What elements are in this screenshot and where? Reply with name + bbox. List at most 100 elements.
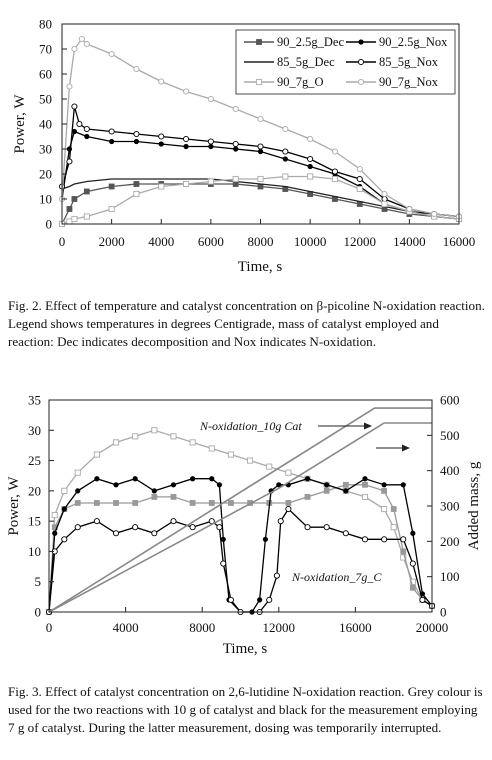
fig2-data-point xyxy=(78,35,85,43)
fig3-data-point xyxy=(220,536,226,542)
fig3-data-point xyxy=(273,572,280,579)
fig3-data-point xyxy=(409,560,416,567)
fig3-data-point xyxy=(390,506,397,512)
fig2-data-point xyxy=(381,190,388,198)
fig2-data-point xyxy=(183,180,190,188)
fig3-data-point xyxy=(132,433,139,440)
fig3-data-point xyxy=(400,548,407,555)
fig2-data-point xyxy=(76,120,83,128)
fig2-data-point xyxy=(183,143,189,150)
fig2-xtick-label: 6000 xyxy=(198,234,224,249)
fig3-data-point xyxy=(227,596,234,603)
fig2-ytick-label: 10 xyxy=(39,192,52,207)
fig3-ytick-label: 30 xyxy=(28,423,41,438)
fig2-data-point xyxy=(232,105,239,113)
fig2-data-point xyxy=(158,183,165,190)
fig3-y2tick-label: 0 xyxy=(440,605,447,620)
fig2-ytick-label: 80 xyxy=(39,17,52,32)
fig3-data-point xyxy=(94,476,100,482)
fig3-data-point xyxy=(323,487,330,494)
fig2-data-point xyxy=(158,141,164,147)
fig3-data-point xyxy=(112,530,120,537)
fig3-series-line xyxy=(48,407,432,613)
fig2-data-point xyxy=(71,45,78,53)
fig2-data-point xyxy=(331,175,338,183)
fig3-xtick-label: 0 xyxy=(46,620,53,635)
fig3-data-point xyxy=(132,524,139,531)
fig2-data-point xyxy=(356,165,363,173)
fig2-xlabel: Time, s xyxy=(238,259,283,275)
fig3-series-line xyxy=(48,477,433,613)
fig2-data-point xyxy=(133,181,140,187)
fig2-ytick-label: 50 xyxy=(39,92,52,107)
fig2-data-point xyxy=(282,173,289,180)
fig2-xtick-label: 12000 xyxy=(344,234,377,249)
fig3-arrow-head xyxy=(402,444,410,452)
fig2-data-point xyxy=(233,146,239,152)
fig3-ytick-label: 10 xyxy=(28,544,41,559)
fig3-data-point xyxy=(362,476,368,482)
fig3-data-point xyxy=(189,524,196,531)
fig2-xtick-label: 8000 xyxy=(248,234,274,249)
fig2-data-point xyxy=(282,156,288,162)
fig2-data-point xyxy=(108,183,115,190)
fig3-ytick-label: 20 xyxy=(28,483,41,498)
fig2-data-point xyxy=(133,130,140,138)
fig2-data-point xyxy=(257,143,264,150)
fig2-data-point xyxy=(66,206,73,212)
fig3-series-4 xyxy=(48,407,432,613)
fig3-y2tick-label: 400 xyxy=(440,463,460,478)
fig3-data-point xyxy=(51,512,58,519)
fig2-data-point xyxy=(83,188,90,195)
fig2-data-point xyxy=(83,213,90,220)
fig2-xtick-label: 10000 xyxy=(294,234,327,249)
fig2-data-point xyxy=(406,205,413,213)
fig3-data-point xyxy=(93,518,100,525)
fig2-xtick-label: 0 xyxy=(59,234,66,249)
fig2-data-point xyxy=(431,210,438,218)
fig3-data-point xyxy=(400,482,406,488)
fig2-legend-marker xyxy=(255,78,263,86)
fig3-series-line xyxy=(48,507,433,613)
fig3-xtick-label: 4000 xyxy=(113,620,139,635)
fig3-data-point xyxy=(61,487,68,494)
fig2-legend-label: 90_7g_Nox xyxy=(379,75,439,89)
fig3-data-point xyxy=(381,487,388,494)
fig2-xtick-label: 14000 xyxy=(393,234,426,249)
fig3-data-point xyxy=(285,505,292,513)
fig3-data-point xyxy=(151,488,157,494)
fig3-annotation-7g: N-oxidation_7g_C xyxy=(291,570,382,584)
fig3-data-point xyxy=(400,536,407,543)
fig3-data-point xyxy=(170,494,177,500)
fig3-data-point xyxy=(61,536,68,543)
fig2-ylabel: Power, W xyxy=(12,94,28,154)
fig3-y2tick-label: 100 xyxy=(440,569,460,584)
fig2-data-point xyxy=(331,148,338,155)
fig3-data-point xyxy=(323,524,330,531)
fig2-data-point xyxy=(381,195,388,203)
fig3-data-point xyxy=(304,476,311,482)
fig3-series-2 xyxy=(46,476,435,615)
fig2-data-point xyxy=(282,148,289,155)
fig3-data-point xyxy=(190,476,196,482)
fig2-data-point xyxy=(331,168,338,175)
fig2-data-point xyxy=(257,175,264,183)
fig3-data-point xyxy=(247,457,254,464)
fig3-y2label: Added mass, g xyxy=(466,461,482,550)
fig2-data-point xyxy=(207,138,214,145)
fig2-legend-label: 90_2.5g_Dec xyxy=(277,35,344,49)
fig3-data-point xyxy=(343,488,349,494)
fig2-data-point xyxy=(133,138,140,145)
fig3-data-point xyxy=(361,536,369,543)
fig2-legend-marker xyxy=(357,78,365,86)
fig3-data-point xyxy=(257,597,263,603)
fig3-series-line xyxy=(48,484,433,613)
fig2-data-point xyxy=(158,78,165,85)
fig3-data-point xyxy=(410,530,416,536)
fig2-data-point xyxy=(108,50,115,58)
fig2-data-point xyxy=(108,205,115,213)
fig2-data-point xyxy=(207,95,214,103)
fig3-data-point xyxy=(277,518,284,525)
fig2-data-point xyxy=(307,135,314,143)
fig3-data-point xyxy=(276,482,282,488)
